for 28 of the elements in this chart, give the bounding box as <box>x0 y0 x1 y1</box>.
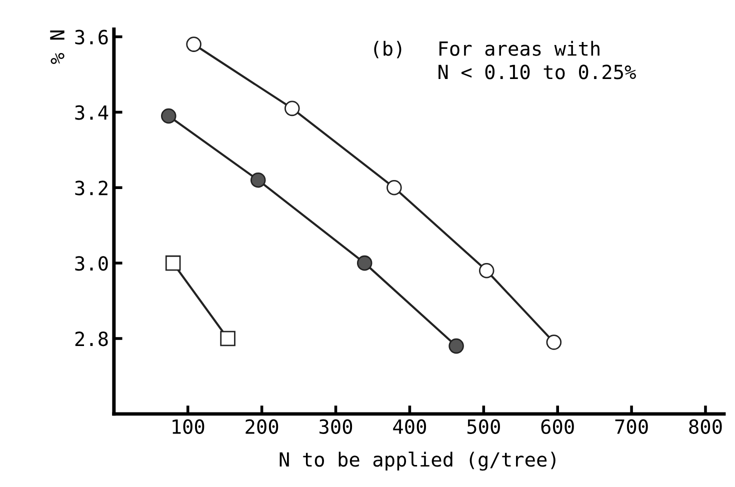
point <box>186 36 202 52</box>
point <box>284 100 300 116</box>
point <box>478 262 494 278</box>
y-tick-label: 2.8 <box>75 332 108 346</box>
point <box>250 172 266 188</box>
x-tick-label: 500 <box>467 419 500 434</box>
x-tick-label: 100 <box>172 419 204 434</box>
annotation: For areas with N < 0.10 to 0.25% <box>438 40 636 80</box>
y-tick-label: 3.4 <box>75 105 108 120</box>
x-axis-title: N to be applied (g/tree) <box>280 452 556 471</box>
x-tick-label: 600 <box>541 419 574 434</box>
x-tick-label: 400 <box>393 419 426 434</box>
y-tick-label: 3.2 <box>75 180 108 196</box>
point <box>161 108 176 124</box>
annotation: (b) <box>374 40 402 58</box>
y-tick-label: 3.6 <box>75 30 108 44</box>
point <box>356 255 372 271</box>
point <box>448 338 464 354</box>
point <box>386 180 402 196</box>
point <box>220 330 236 346</box>
x-tick-label: 700 <box>615 419 648 434</box>
point <box>165 255 181 271</box>
x-tick-label: 300 <box>320 419 352 434</box>
point <box>546 334 562 350</box>
y-axis-title: % N <box>50 30 64 64</box>
y-tick-label: 3.0 <box>75 256 108 271</box>
x-tick-label: 800 <box>689 419 722 434</box>
x-tick-label: 200 <box>246 419 278 434</box>
